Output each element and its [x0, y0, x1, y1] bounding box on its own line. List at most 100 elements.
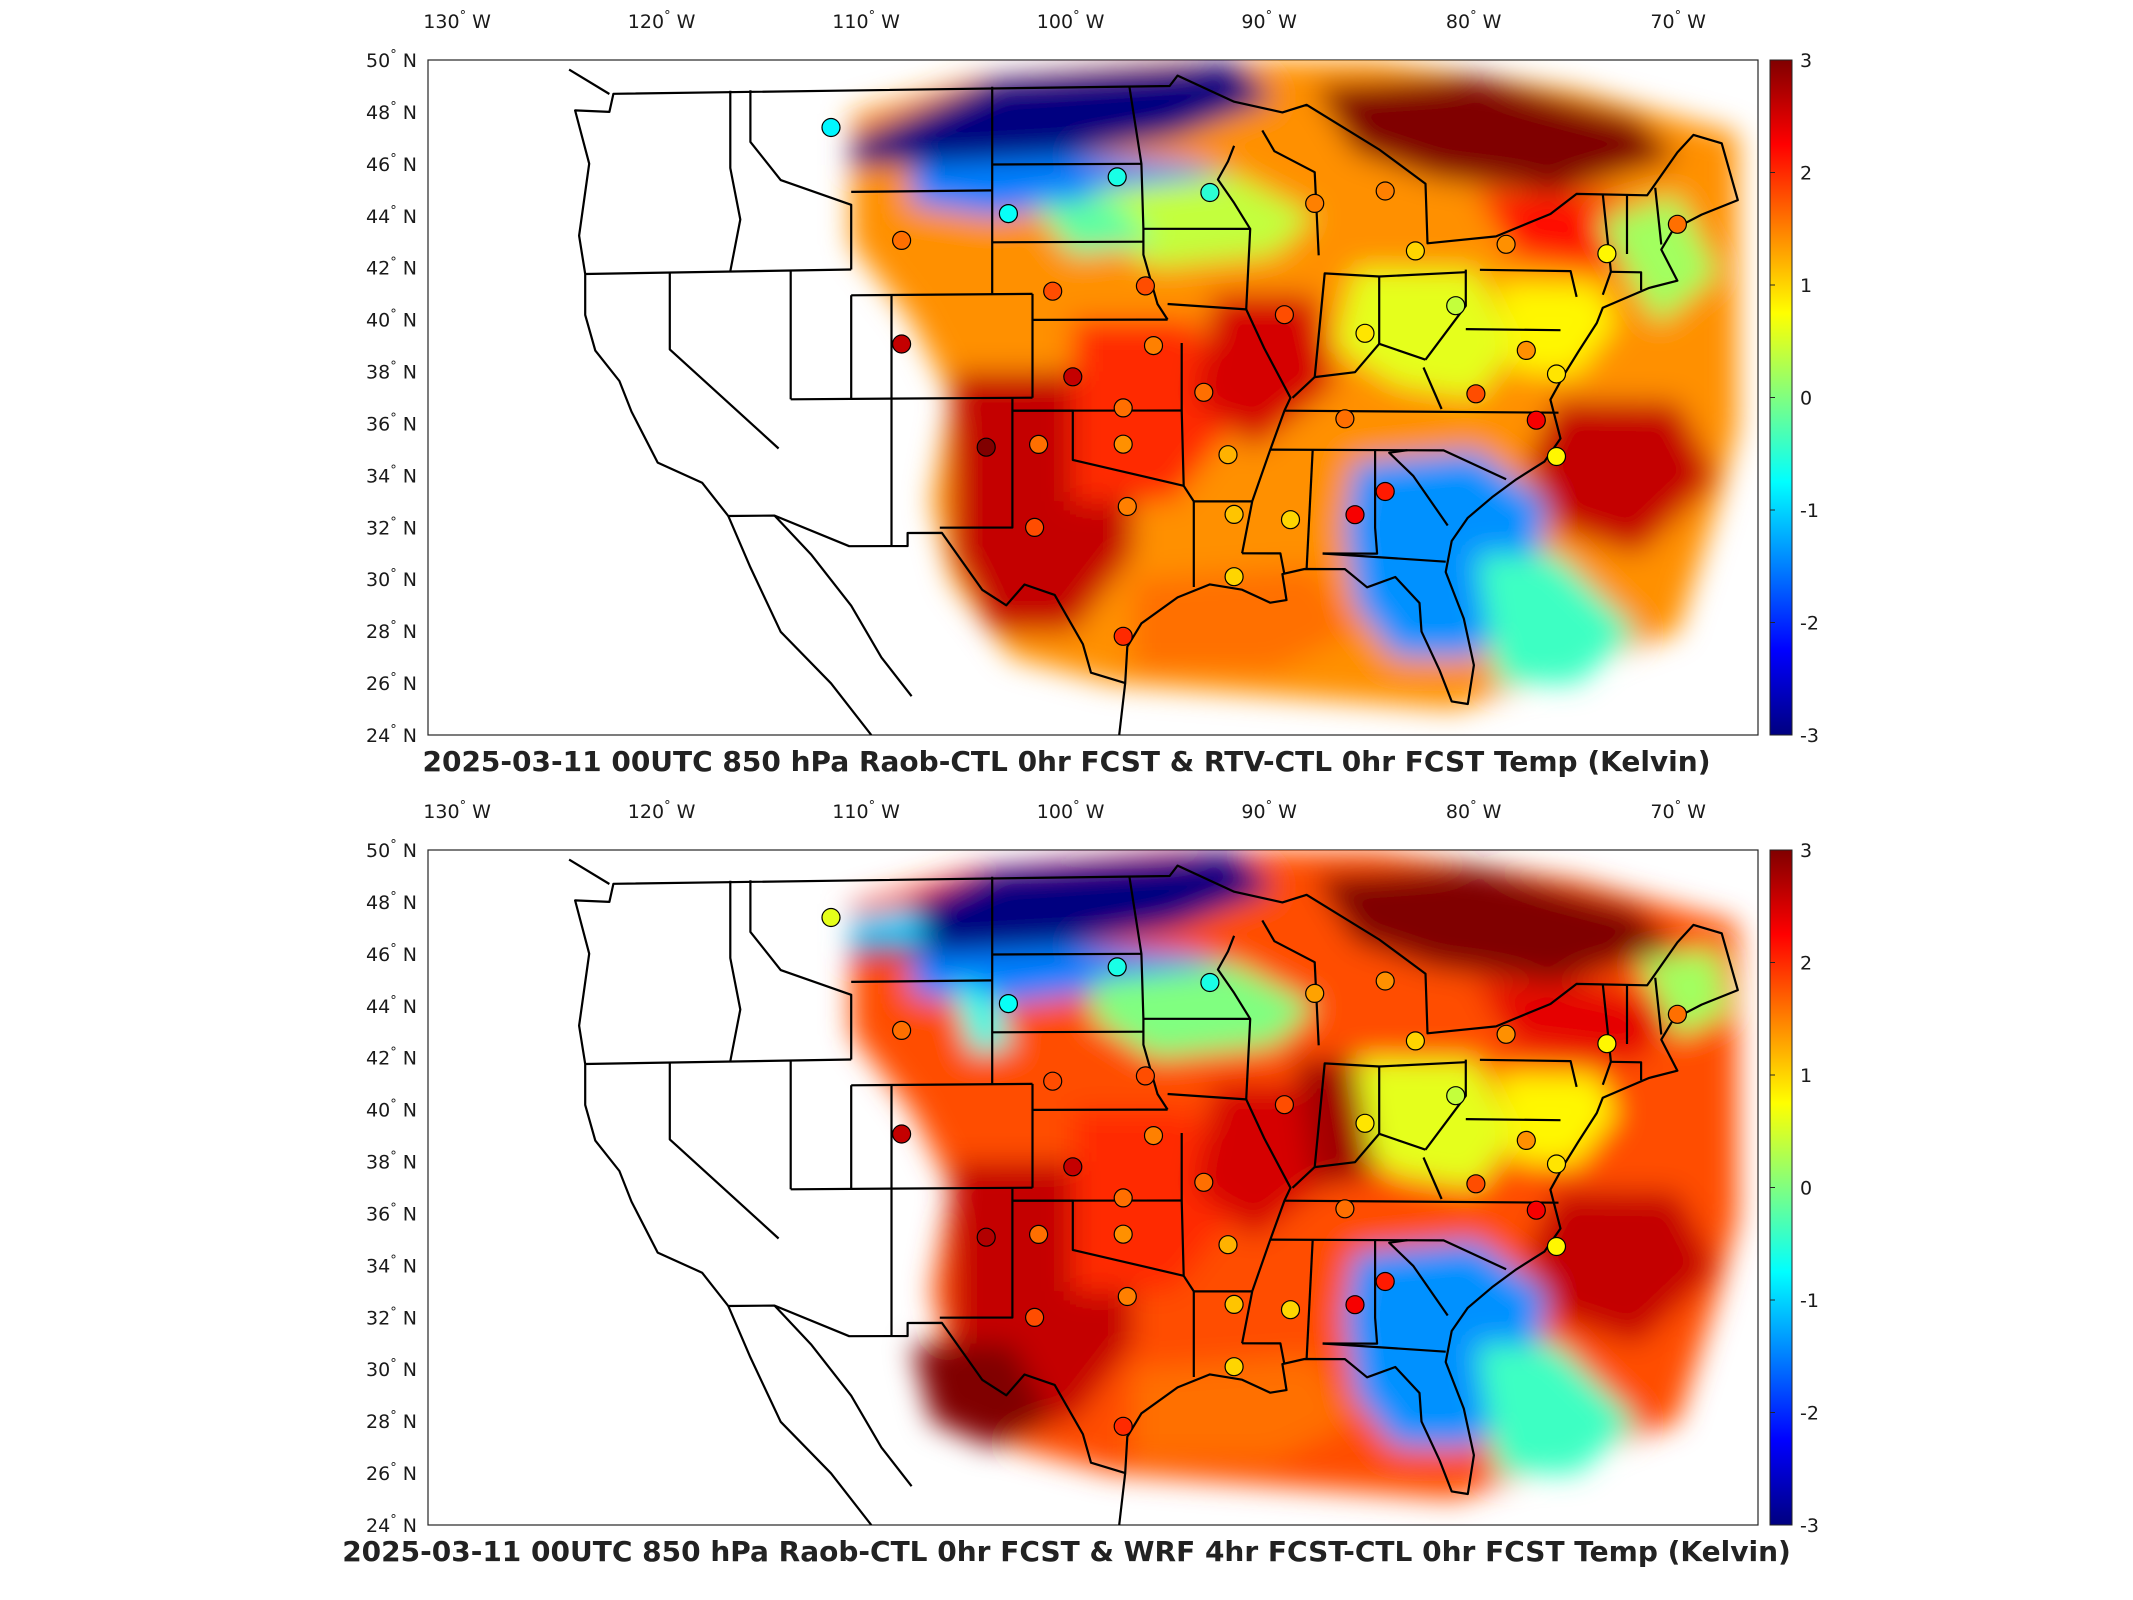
raob-station-marker: [891, 230, 912, 250]
bottom-map-title: 2025-03-11 00UTC 850 hPa Raob-CTL 0hr FC…: [342, 1535, 1791, 1568]
top-map-figure: 130° W 120° W 110° W 100° W 90° W 80° W 70° W 50° N 48° N…: [366, 9, 1819, 747]
state-boundary-line: [568, 68, 610, 95]
state-boundary-line: [939, 397, 1014, 529]
raob-station-marker: [1667, 1004, 1688, 1024]
raob-station-marker: [1345, 1295, 1365, 1315]
raob-station-marker: [1466, 384, 1486, 404]
raob-station-marker: [891, 1020, 912, 1040]
raob-station-marker: [1496, 234, 1516, 254]
state-boundary-line: [727, 515, 873, 735]
raob-station-marker: [1375, 181, 1395, 201]
latitude-tick-label: 42° N: [366, 1046, 417, 1070]
latitude-tick-label: 24° N: [366, 723, 417, 747]
state-boundary-line: [1242, 552, 1286, 575]
longitude-tick-label: 120° W: [628, 9, 696, 33]
state-boundary-line: [668, 1062, 780, 1240]
raob-station-marker: [1200, 972, 1220, 993]
raob-stations: [821, 907, 1688, 1436]
raob-station-marker: [1597, 244, 1617, 264]
longitude-tick-label: 80° W: [1446, 9, 1502, 33]
raob-station-marker: [1355, 323, 1375, 343]
longitude-tick-label: 100° W: [1037, 799, 1105, 823]
state-boundary-line: [1143, 1017, 1252, 1101]
raob-station-marker: [1274, 1095, 1295, 1115]
raob-station-marker: [1113, 1188, 1133, 1208]
raob-station-marker: [821, 117, 841, 138]
field-region: [911, 1343, 1053, 1448]
raob-station-marker: [1224, 567, 1244, 587]
raob-station-marker: [1063, 1157, 1083, 1177]
raob-station-marker: [1117, 1286, 1137, 1307]
raob-station-marker: [998, 204, 1019, 224]
raob-station-marker: [1143, 1126, 1164, 1146]
raob-station-marker: [1218, 1235, 1238, 1255]
state-boundary-line: [851, 292, 1033, 297]
raob-station-marker: [1305, 193, 1325, 213]
state-boundary-line: [992, 162, 1142, 166]
state-boundary-line: [773, 1304, 913, 1487]
latitude-tick-label: 50° N: [366, 838, 417, 862]
raob-station-marker: [1028, 1224, 1049, 1244]
raob-station-marker: [1516, 340, 1536, 360]
state-boundary-line: [729, 90, 742, 272]
state-boundary-line: [1143, 227, 1252, 311]
raob-station-marker: [1280, 510, 1301, 530]
field-region: [1526, 1189, 1718, 1345]
raob-station-marker: [1335, 409, 1355, 429]
raob-station-marker: [1516, 1130, 1536, 1150]
raob-station-marker: [1043, 281, 1063, 301]
raob-station-marker: [1446, 1086, 1466, 1106]
state-boundary-line: [1322, 1342, 1446, 1353]
state-boundary-line: [1118, 682, 1127, 735]
raob-station-marker: [1546, 1236, 1567, 1257]
state-boundary-line: [1012, 1199, 1184, 1277]
field-region: [1475, 554, 1638, 684]
raob-station-marker: [1135, 276, 1156, 296]
raob-stations: [821, 117, 1688, 646]
raob-station-marker: [1113, 626, 1133, 646]
raob-station-marker: [1375, 1271, 1395, 1292]
state-boundary-line: [1012, 409, 1184, 487]
state-boundary-line: [1291, 1132, 1426, 1189]
state-boundary-line: [1305, 449, 1314, 570]
raob-station-marker: [1496, 1024, 1516, 1044]
raob-station-marker: [1063, 367, 1083, 387]
latitude-tick-label: 24° N: [366, 1513, 417, 1537]
state-boundary-line: [1313, 1061, 1466, 1168]
longitude-tick-label: 100° W: [1037, 9, 1105, 33]
field-region: [1475, 1344, 1638, 1474]
raob-station-marker: [1375, 481, 1395, 502]
raob-station-marker: [1345, 505, 1365, 525]
us-coastline: [573, 74, 1739, 706]
state-boundary-line: [851, 1082, 1033, 1087]
raob-station-marker: [1107, 167, 1127, 187]
raob-station-marker: [1194, 382, 1214, 402]
raob-station-marker: [1335, 1199, 1355, 1219]
state-boundary-line: [1422, 367, 1443, 410]
field-region: [1314, 75, 1678, 194]
state-boundary-line: [1422, 1157, 1443, 1200]
state-boundary-line: [1424, 1059, 1467, 1151]
state-boundary-line: [790, 396, 1033, 401]
state-boundary-line: [1322, 552, 1446, 563]
state-boundary-line: [1180, 343, 1195, 587]
colorbar-tick-label: 3: [1800, 840, 1812, 862]
raob-station-marker: [976, 437, 996, 457]
state-boundary-line: [568, 858, 610, 885]
raob-station-marker: [1117, 496, 1137, 517]
longitude-tick-label: 90° W: [1241, 9, 1297, 33]
raob-station-marker: [1466, 1174, 1486, 1194]
latitude-tick-label: 38° N: [366, 360, 417, 384]
state-boundary-line: [992, 1030, 1144, 1034]
latitude-tick-label: 48° N: [366, 890, 417, 914]
latitude-tick-label: 30° N: [366, 567, 417, 591]
latitude-tick-label: 40° N: [366, 308, 417, 332]
raob-station-marker: [1135, 1066, 1156, 1086]
state-boundary-line: [790, 1186, 1033, 1191]
latitude-tick-label: 38° N: [366, 1150, 417, 1174]
state-boundary-line: [1216, 145, 1252, 230]
state-boundary-line: [992, 240, 1144, 244]
raob-station-marker: [998, 994, 1019, 1014]
state-boundary-line: [1216, 935, 1252, 1020]
field-region: [1032, 197, 1154, 255]
